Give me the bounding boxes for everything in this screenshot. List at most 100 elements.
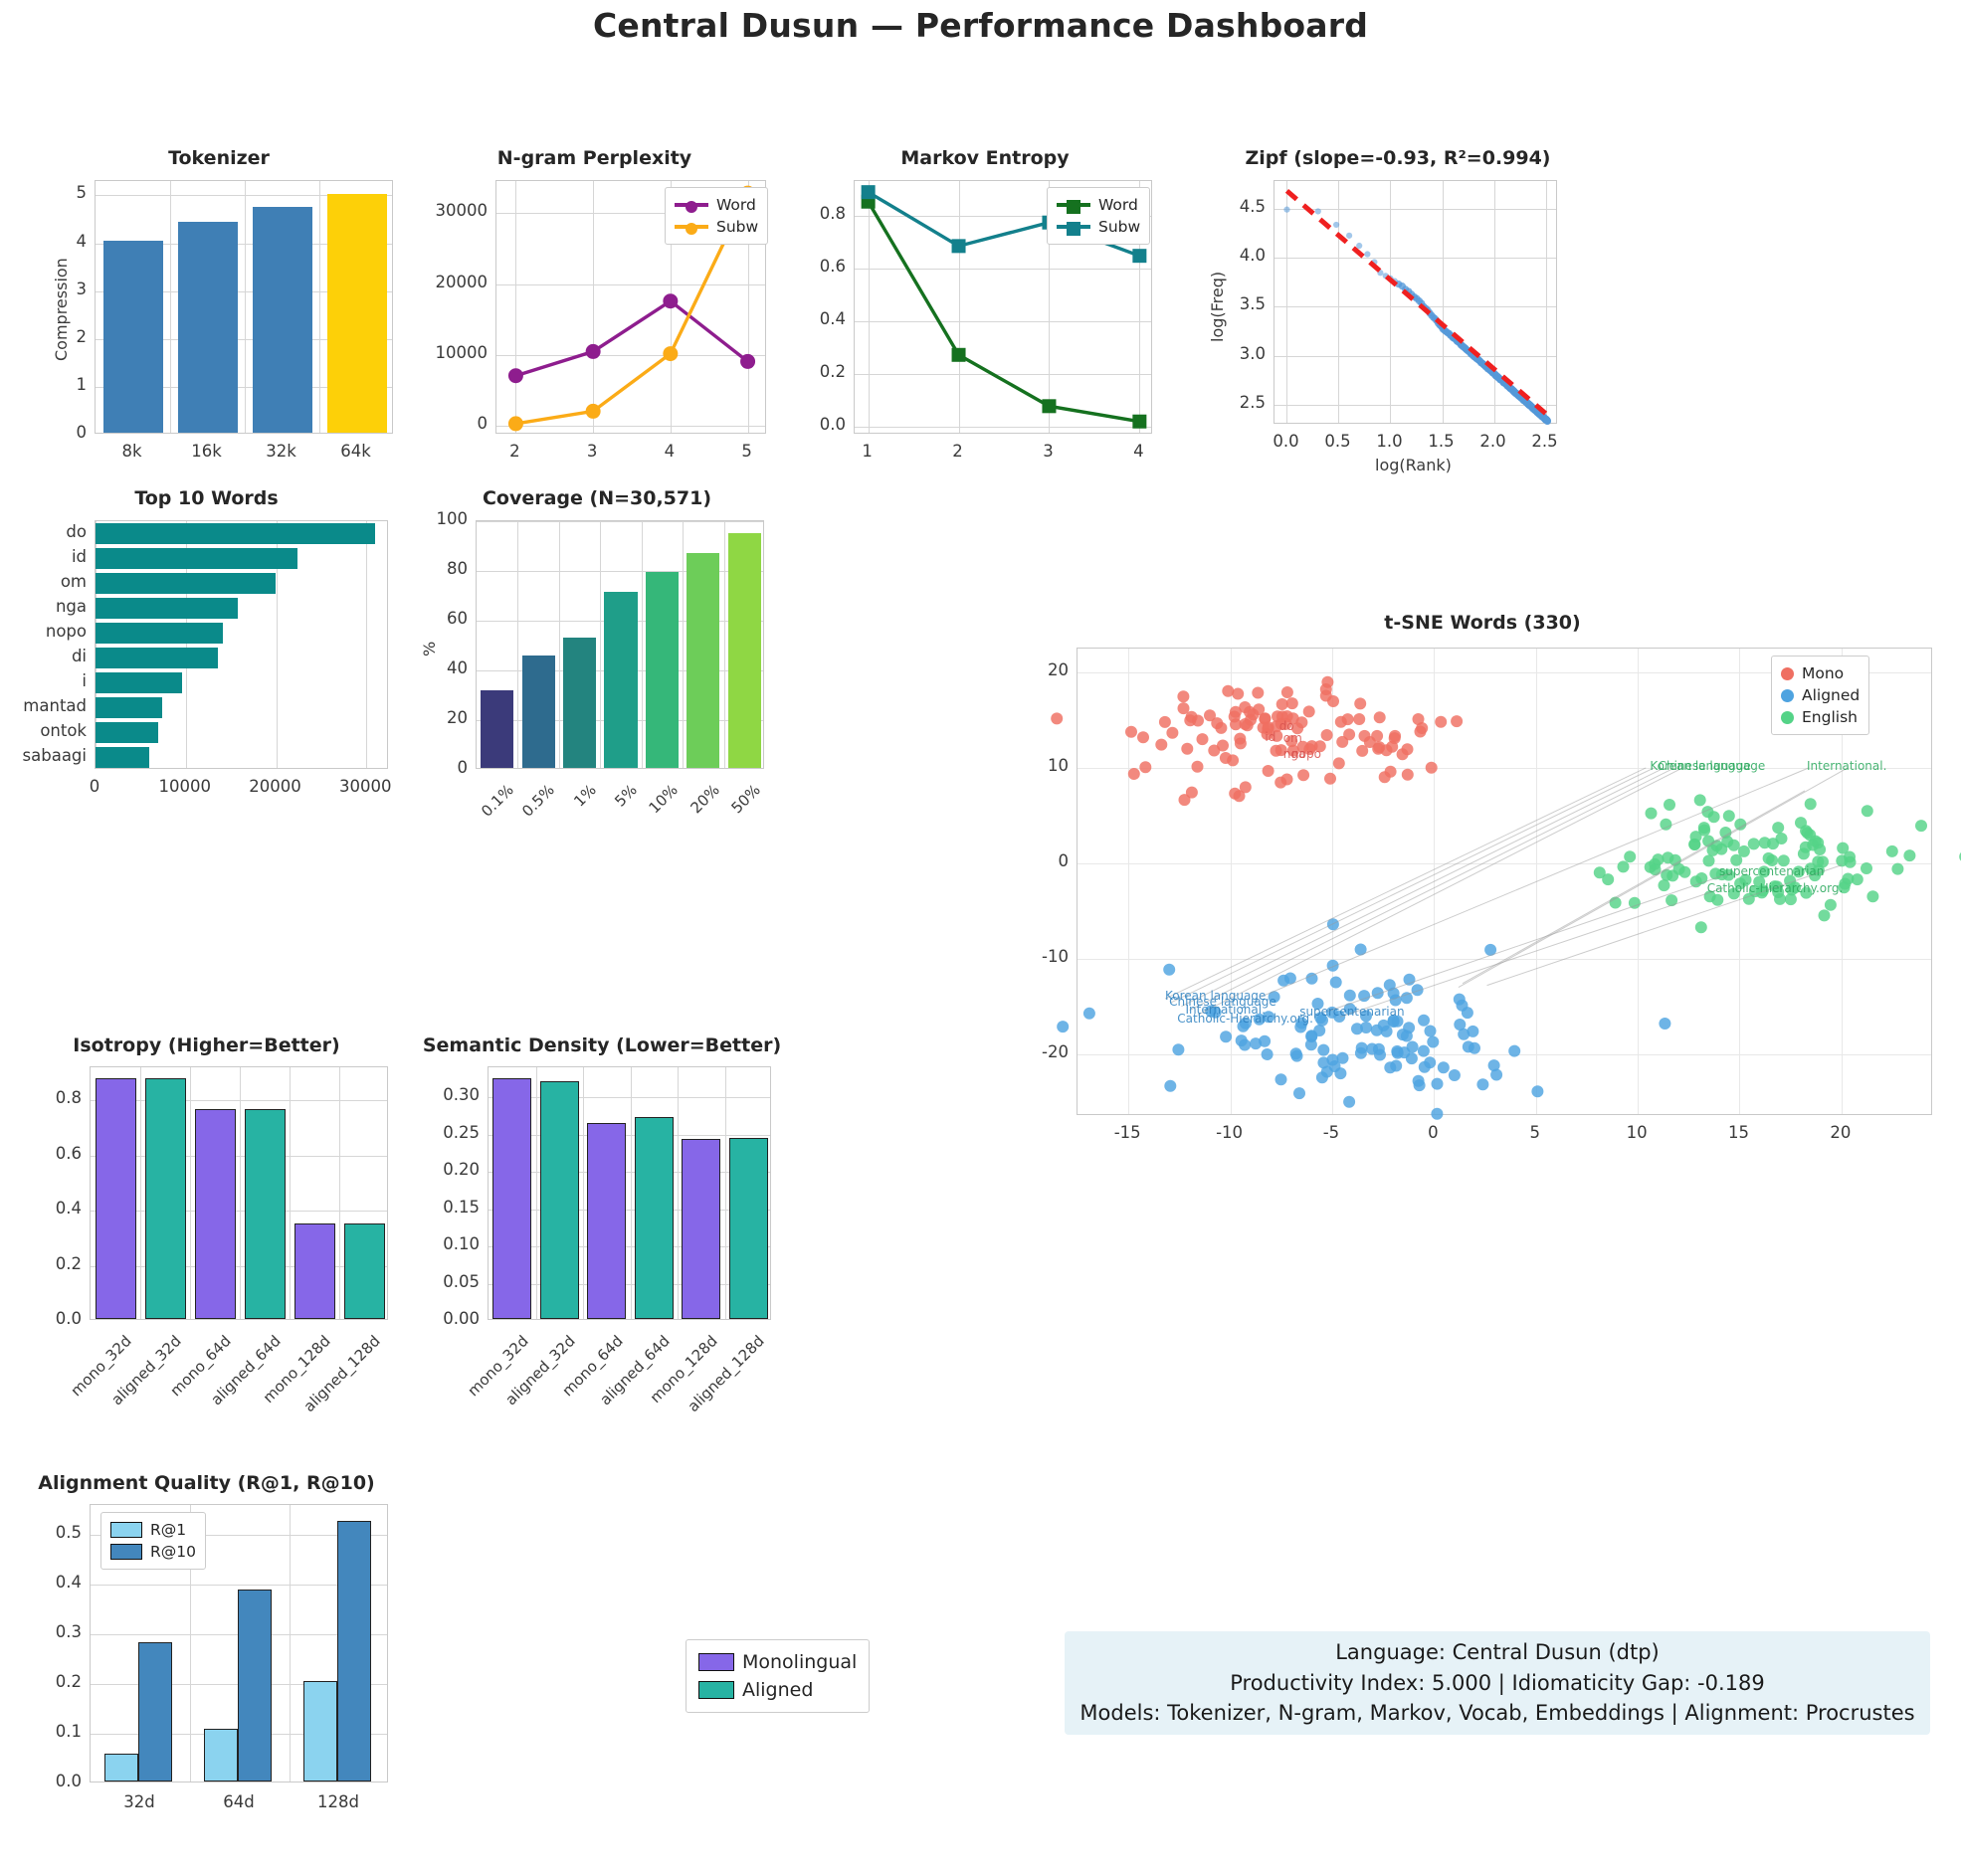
x-tick-label: 64k xyxy=(340,442,371,461)
gridline xyxy=(477,571,763,572)
gridline xyxy=(96,290,392,292)
gridline xyxy=(96,338,392,340)
gridline xyxy=(96,521,97,768)
gridline xyxy=(91,1585,387,1586)
tsne-word-label: nopo xyxy=(1291,746,1321,761)
gridline xyxy=(140,1067,141,1319)
gridline xyxy=(855,320,1151,322)
gridline xyxy=(1078,671,1931,673)
panel-tokenizer: Tokenizer Compression 0 1 2 3 4 5 8k 16k 32k 64k xyxy=(40,147,398,466)
x-tick-label: 3 xyxy=(586,442,598,461)
gridline xyxy=(339,1067,340,1319)
y-tick-label: 0.2 xyxy=(55,1672,82,1691)
subw-line-icon xyxy=(1057,222,1090,236)
y-tick-label: do xyxy=(66,521,87,541)
y-tick-label: i xyxy=(82,670,87,690)
gridline xyxy=(517,521,519,768)
gridline xyxy=(868,181,870,433)
plot-area-coverage xyxy=(476,520,764,769)
y-tick-label: 0.2 xyxy=(55,1253,82,1273)
legend-label-aligned: Aligned xyxy=(742,1679,814,1701)
bar xyxy=(539,1080,579,1319)
gridline xyxy=(683,521,685,768)
chart-title-semantic-density: Semantic Density (Lower=Better) xyxy=(422,1034,782,1056)
legend-label-subw: Subw xyxy=(716,218,759,236)
bar xyxy=(96,672,183,693)
legend-ngram: Word Subw xyxy=(665,187,769,245)
y-tick-label: 0.00 xyxy=(443,1309,480,1328)
y-tick-label: 0.20 xyxy=(443,1160,480,1179)
chart-title-isotropy: Isotropy (Higher=Better) xyxy=(73,1034,340,1056)
x-tick-label: 0 xyxy=(1428,1123,1439,1142)
axis-label-compression: Compression xyxy=(52,258,71,361)
legend-label-monolingual: Monolingual xyxy=(742,1651,858,1673)
y-tick-label: -10 xyxy=(1042,946,1069,966)
tsne-word-label: do xyxy=(1278,718,1294,733)
legend-item-word: Word xyxy=(675,194,758,216)
x-tick-label: 30000 xyxy=(339,777,392,796)
x-tick-label: mono_64d xyxy=(558,1332,627,1401)
gridline xyxy=(1545,181,1547,423)
y-tick-label: 60 xyxy=(447,609,468,628)
panel-markov-entropy: Markov Entropy Word Subw 0.0 0.2 0.4 0.6 0.8… xyxy=(796,147,1174,466)
legend-item-word: Word xyxy=(1057,194,1140,216)
gridline xyxy=(1078,958,1931,960)
y-tick-label: 0.8 xyxy=(55,1088,82,1108)
gridline xyxy=(958,181,960,433)
axis-label-percent: % xyxy=(420,641,439,657)
panel-isotropy: Isotropy (Higher=Better) 0.0 0.2 0.4 0.6 0.8… xyxy=(15,1034,398,1432)
x-tick-label: 32k xyxy=(266,442,296,461)
english-dot-icon xyxy=(1781,710,1794,724)
x-tick-label: 0.0 xyxy=(1273,432,1299,451)
gridline xyxy=(1275,306,1556,308)
y-tick-label: 0.8 xyxy=(819,203,846,223)
gridline xyxy=(1390,181,1392,423)
y-tick-label: 10 xyxy=(1048,755,1069,775)
plot-area-isotropy xyxy=(90,1066,388,1320)
r1-swatch-icon xyxy=(110,1522,142,1538)
gridline xyxy=(1638,649,1640,1114)
chart-title-zipf: Zipf (slope=-0.93, R²=0.994) xyxy=(1245,147,1551,169)
bar xyxy=(294,1223,335,1319)
gridline xyxy=(855,427,1151,429)
gridline xyxy=(319,181,320,433)
chart-title-markov: Markov Entropy xyxy=(900,147,1070,169)
x-tick-label: 8k xyxy=(121,442,142,461)
tsne-word-label: Korean language xyxy=(1165,989,1267,1004)
plot-area-tsne: Korean language Chinese language Internati… xyxy=(1051,648,1961,1120)
gridline xyxy=(747,181,749,433)
bar xyxy=(252,207,312,433)
y-tick-label: nopo xyxy=(45,621,87,641)
bar xyxy=(521,655,555,768)
x-tick-label: 10000 xyxy=(158,777,212,796)
gridline xyxy=(91,1265,387,1267)
x-tick-label: 4 xyxy=(664,442,676,461)
gridline xyxy=(190,1505,191,1782)
gridline xyxy=(489,1172,770,1173)
y-tick-label: 0 xyxy=(76,423,88,442)
chart-title-alignment-quality: Alignment Quality (R@1, R@10) xyxy=(38,1472,375,1494)
bar xyxy=(634,1116,674,1319)
y-tick-label: 0.0 xyxy=(819,415,846,435)
legend-markov: Word Subw xyxy=(1047,187,1151,245)
y-tick-label: 0.0 xyxy=(55,1309,82,1328)
legend-label-word: Word xyxy=(1098,196,1138,214)
gridline xyxy=(496,283,765,285)
gridline xyxy=(366,521,368,768)
tsne-word-label: supercentenarian xyxy=(1299,1005,1405,1020)
tsne-word-label: nga xyxy=(1282,747,1306,762)
word-line-icon xyxy=(675,201,708,213)
panel-ngram-perplexity: N-gram Perplexity Word Subw 0 10000 20000 3… xyxy=(408,147,781,466)
bar xyxy=(95,1078,136,1319)
legend-alignment-quality: R@1 R@10 xyxy=(100,1512,206,1570)
gridline xyxy=(630,1067,632,1319)
x-tick-label: 16k xyxy=(191,442,222,461)
x-tick-label: mono_128d xyxy=(646,1332,721,1407)
zipf-scatter xyxy=(1283,188,1553,426)
gridline xyxy=(489,1097,770,1098)
gridline xyxy=(496,355,765,356)
bar xyxy=(326,194,387,433)
monolingual-swatch-icon xyxy=(698,1653,734,1671)
gridline xyxy=(240,1067,241,1319)
bar xyxy=(682,1139,721,1319)
